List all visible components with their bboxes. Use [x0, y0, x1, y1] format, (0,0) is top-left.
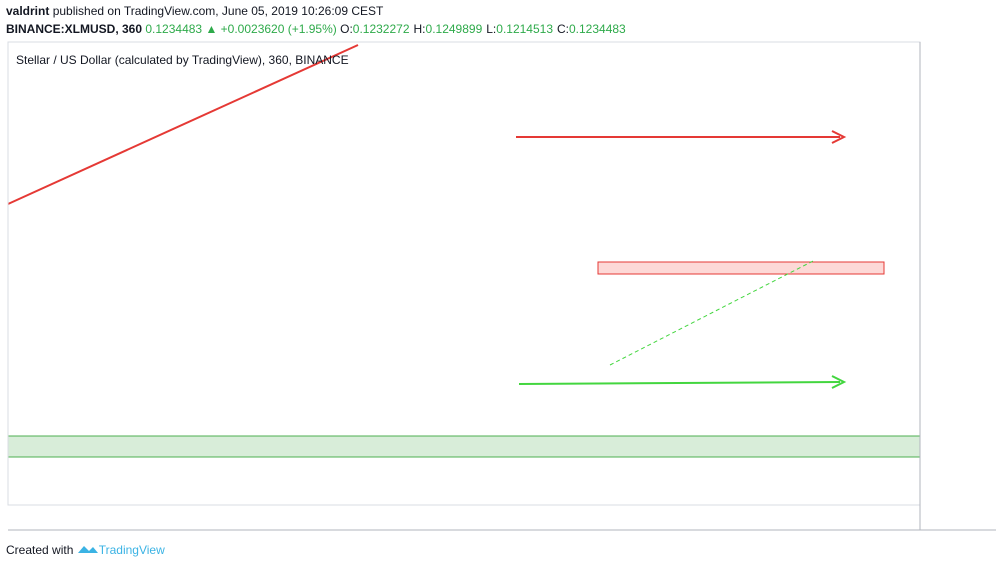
ohlc: O:0.1232272 H:0.1249899 L:0.1214513 C:0.123…	[340, 22, 630, 36]
last-price: 0.1234483	[145, 22, 203, 36]
ohlc-label: H:	[413, 22, 426, 36]
ohlc-value: 0.1232272	[352, 22, 410, 36]
change: ▲ +0.0023620 (+1.95%)	[205, 22, 337, 36]
arrow-head	[831, 130, 847, 144]
author: valdrint	[6, 4, 50, 18]
arrow-head	[831, 375, 847, 389]
chart: Stellar / US Dollar (calculated by Tradi…	[7, 41, 996, 531]
ohlc-value: 0.1234483	[569, 22, 626, 36]
chart-title: Stellar / US Dollar (calculated by Tradi…	[16, 53, 349, 67]
ohlc-label: O:	[340, 22, 353, 36]
ohlc-value: 0.1249899	[425, 22, 483, 36]
ohlc-value: 0.1214513	[496, 22, 553, 36]
support-arrow	[518, 381, 841, 385]
ohlc-label: C:	[557, 22, 569, 36]
dashed-trend	[609, 259, 816, 366]
published: published on TradingView.com, June 05, 2…	[52, 4, 384, 18]
footer-prefix: Created with	[6, 543, 74, 557]
footer-brand: TradingView	[98, 543, 165, 557]
logo	[77, 546, 98, 553]
footer: Created with TradingView	[6, 543, 165, 557]
resistance-zone	[597, 261, 885, 275]
symbol: BINANCE:XLMUSD, 360	[6, 22, 143, 36]
ohlc-label: L:	[486, 22, 497, 36]
header-line: valdrint published on TradingView.com, J…	[6, 4, 383, 18]
trend-line	[7, 44, 359, 205]
symbol-line: BINANCE:XLMUSD, 360 0.1234483 ▲ +0.00236…	[6, 22, 630, 36]
support-zone	[7, 435, 921, 458]
